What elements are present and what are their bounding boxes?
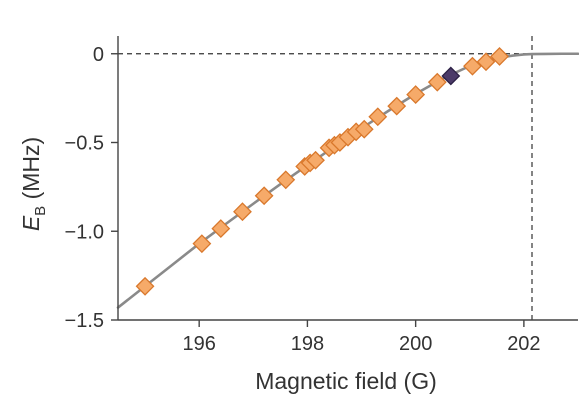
data-points	[135, 46, 509, 296]
data-point	[233, 202, 252, 222]
y-axis-symbol: E	[18, 215, 44, 231]
data-point	[192, 234, 212, 254]
y-axis-subscript: B	[32, 206, 49, 216]
axes	[117, 36, 578, 321]
data-point	[135, 276, 155, 296]
x-tick-label: 202	[507, 333, 540, 355]
x-axis-label: Magnetic field (G)	[255, 368, 437, 394]
data-point	[406, 85, 426, 104]
reference-lines	[118, 36, 578, 320]
data-point	[254, 186, 274, 206]
fit-curve	[116, 52, 579, 309]
data-point	[427, 72, 447, 92]
data-point	[276, 170, 296, 190]
data-point	[368, 107, 388, 127]
data-point	[306, 150, 325, 170]
data-point	[354, 119, 374, 139]
data-point	[463, 56, 482, 76]
fit-curve-layer	[116, 52, 579, 309]
y-tick-label: 0	[93, 44, 104, 66]
data-point	[387, 96, 407, 116]
data-point	[476, 52, 496, 72]
y-tick-label: −1.0	[65, 221, 104, 243]
y-axis-label: EB (MHz)	[18, 137, 49, 231]
x-tick-label: 196	[182, 333, 215, 355]
ticks: 196 198 200 202 0 −0.5 −1.0 −1.5	[65, 44, 541, 355]
data-point	[490, 46, 509, 66]
y-tick-label: −0.5	[65, 133, 104, 155]
x-tick-label: 200	[399, 333, 432, 355]
y-tick-label: −1.5	[65, 310, 104, 332]
data-point	[211, 219, 231, 239]
highlighted-data-point	[441, 66, 461, 86]
x-tick-label: 198	[291, 333, 324, 355]
y-axis-unit: (MHz)	[18, 137, 44, 206]
